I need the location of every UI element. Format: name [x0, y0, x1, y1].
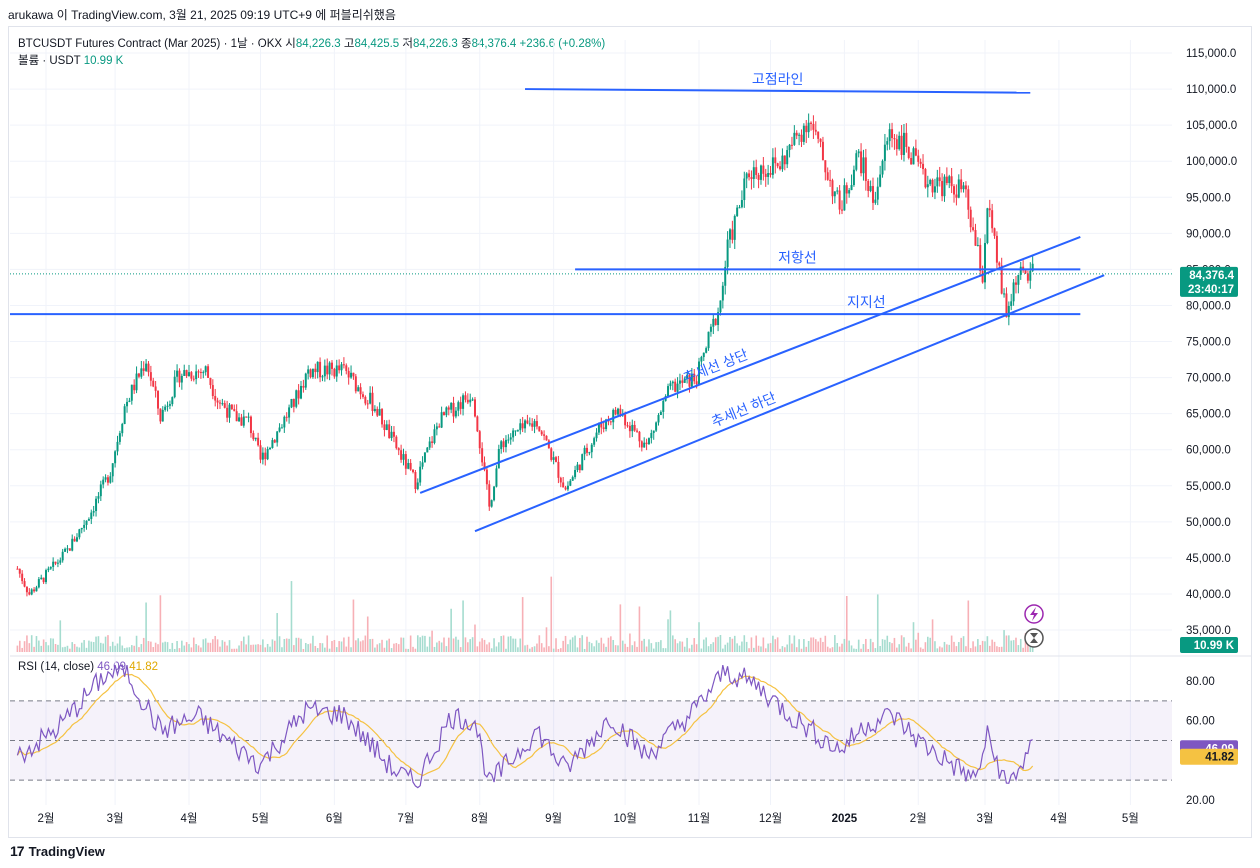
volume-label[interactable]: 볼륨 · USDT — [18, 55, 81, 67]
tradingview-footer[interactable]: 17 TradingView — [10, 843, 105, 859]
rsi-ma-legend-value: 41.82 — [129, 661, 159, 673]
low-value: 84,226.3 — [413, 38, 458, 50]
high-value: 84,425.5 — [354, 38, 400, 50]
high-label: 고 — [343, 38, 355, 50]
low-label: 저 — [402, 38, 413, 50]
symbol-legend: BTCUSDT Futures Contract (Mar 2025) · 1날… — [18, 35, 605, 51]
rsi-legend: RSI (14, close) 46.09 41.82 — [18, 661, 158, 673]
symbol-name[interactable]: BTCUSDT Futures Contract (Mar 2025) · 1날… — [18, 38, 283, 50]
tradingview-logo-icon: 17 — [10, 843, 25, 859]
footer-brand: TradingView — [28, 843, 105, 859]
open-label: 시 — [285, 38, 296, 50]
close-value: 84,376.4 — [471, 38, 517, 50]
publish-byline: arukawa 이 TradingView.com, 3월 21, 2025 0… — [8, 8, 396, 22]
volume-legend: 볼륨 · USDT 10.99 K — [18, 52, 123, 68]
volume-value: 10.99 K — [83, 55, 124, 67]
rsi-label[interactable]: RSI (14, close) — [18, 661, 95, 673]
open-value: 84,226.3 — [295, 38, 341, 50]
close-label: 종 — [460, 38, 472, 50]
change-value: +236.6 (+0.28%) — [519, 38, 606, 50]
chart-frame — [8, 26, 1252, 838]
rsi-legend-value: 46.09 — [97, 661, 127, 673]
